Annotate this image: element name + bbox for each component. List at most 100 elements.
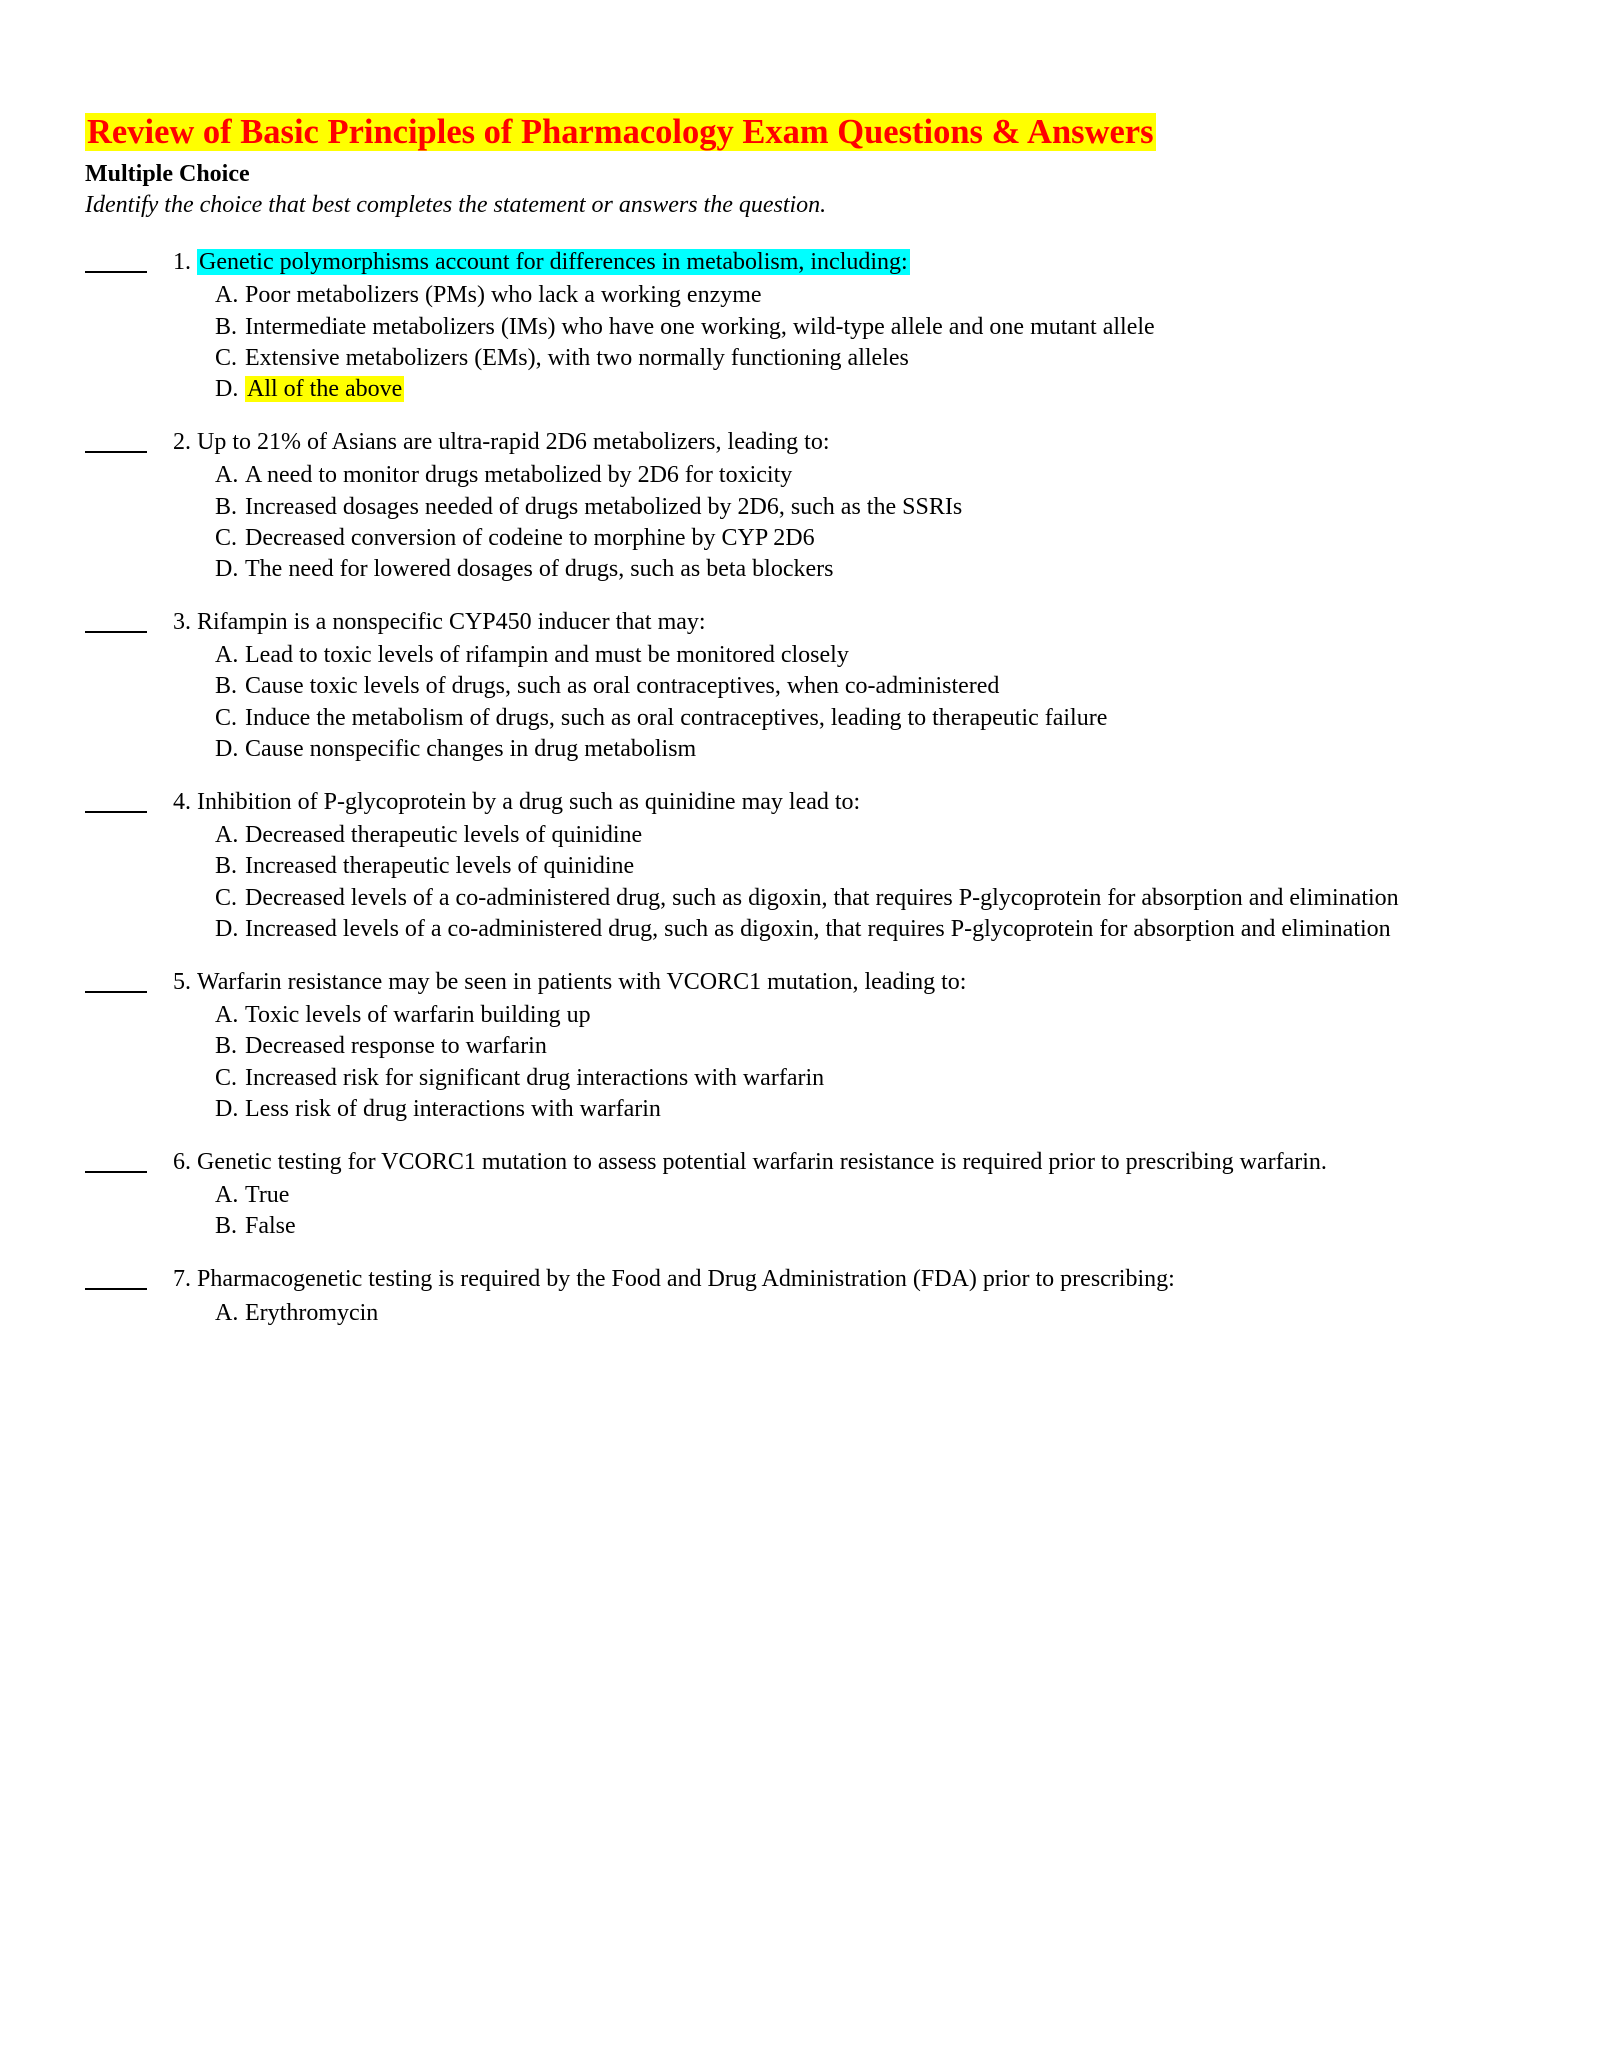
answer-blank[interactable]: [85, 253, 147, 273]
question-body: Rifampin is a nonspecific CYP450 inducer…: [197, 607, 1515, 765]
choice-letter: B.: [215, 492, 245, 523]
choice-text: Increased levels of a co-administered dr…: [245, 914, 1515, 945]
choice-text: Increased risk for significant drug inte…: [245, 1063, 1515, 1094]
choice-letter: D.: [215, 374, 245, 405]
choice-text: Decreased levels of a co-administered dr…: [245, 883, 1515, 914]
answer-blank[interactable]: [85, 1153, 147, 1173]
choice-letter: C.: [215, 883, 245, 914]
choice-row: C.Extensive metabolizers (EMs), with two…: [215, 343, 1515, 374]
question-text: Up to 21% of Asians are ultra-rapid 2D6 …: [197, 427, 1515, 458]
question-block: 1.Genetic polymorphisms account for diff…: [85, 247, 1515, 405]
choice-text: Increased dosages needed of drugs metabo…: [245, 492, 1515, 523]
question-body: Inhibition of P-glycoprotein by a drug s…: [197, 787, 1515, 945]
choice-row: A.Lead to toxic levels of rifampin and m…: [215, 640, 1515, 671]
choice-letter: C.: [215, 1063, 245, 1094]
question-text: Rifampin is a nonspecific CYP450 inducer…: [197, 607, 1515, 638]
choice-row: A.Toxic levels of warfarin building up: [215, 1000, 1515, 1031]
choice-text: Cause nonspecific changes in drug metabo…: [245, 734, 1515, 765]
choices-list: A.Erythromycin: [197, 1298, 1515, 1329]
choice-row: D.All of the above: [215, 374, 1515, 405]
choice-letter: D.: [215, 554, 245, 585]
choice-text: All of the above: [245, 374, 1515, 405]
answer-blank[interactable]: [85, 793, 147, 813]
question-text: Genetic polymorphisms account for differ…: [197, 247, 1515, 278]
choice-row: D.The need for lowered dosages of drugs,…: [215, 554, 1515, 585]
question-number: 7.: [165, 1264, 191, 1295]
choice-text: Induce the metabolism of drugs, such as …: [245, 703, 1515, 734]
page-title: Review of Basic Principles of Pharmacolo…: [85, 113, 1156, 151]
choices-list: A.Poor metabolizers (PMs) who lack a wor…: [197, 280, 1515, 405]
answer-blank[interactable]: [85, 613, 147, 633]
choice-letter: C.: [215, 343, 245, 374]
question-text: Warfarin resistance may be seen in patie…: [197, 967, 1515, 998]
choice-row: D.Cause nonspecific changes in drug meta…: [215, 734, 1515, 765]
choice-text: Intermediate metabolizers (IMs) who have…: [245, 312, 1515, 343]
choice-row: A.Poor metabolizers (PMs) who lack a wor…: [215, 280, 1515, 311]
question-body: Genetic polymorphisms account for differ…: [197, 247, 1515, 405]
choice-text: Increased therapeutic levels of quinidin…: [245, 851, 1515, 882]
question-block: 3.Rifampin is a nonspecific CYP450 induc…: [85, 607, 1515, 765]
choice-letter: C.: [215, 703, 245, 734]
choice-text: Decreased response to warfarin: [245, 1031, 1515, 1062]
choice-row: A.True: [215, 1180, 1515, 1211]
question-block: 2.Up to 21% of Asians are ultra-rapid 2D…: [85, 427, 1515, 585]
choice-row: A.Erythromycin: [215, 1298, 1515, 1329]
answer-blank[interactable]: [85, 433, 147, 453]
choice-text: True: [245, 1180, 1515, 1211]
choice-text: A need to monitor drugs metabolized by 2…: [245, 460, 1515, 491]
choice-text: False: [245, 1211, 1515, 1242]
choice-row: C.Decreased conversion of codeine to mor…: [215, 523, 1515, 554]
choice-letter: A.: [215, 1298, 245, 1329]
question-number: 6.: [165, 1147, 191, 1178]
instruction-text: Identify the choice that best completes …: [85, 190, 1515, 221]
choices-list: A.TrueB.False: [197, 1180, 1515, 1242]
answer-blank[interactable]: [85, 1270, 147, 1290]
choice-letter: A.: [215, 280, 245, 311]
choice-text: Toxic levels of warfarin building up: [245, 1000, 1515, 1031]
choices-list: A.A need to monitor drugs metabolized by…: [197, 460, 1515, 585]
choice-letter: A.: [215, 820, 245, 851]
choice-row: B.False: [215, 1211, 1515, 1242]
question-body: Warfarin resistance may be seen in patie…: [197, 967, 1515, 1125]
question-block: 4.Inhibition of P-glycoprotein by a drug…: [85, 787, 1515, 945]
question-number: 5.: [165, 967, 191, 998]
choice-row: D.Increased levels of a co-administered …: [215, 914, 1515, 945]
choice-row: B.Increased therapeutic levels of quinid…: [215, 851, 1515, 882]
choice-row: B.Increased dosages needed of drugs meta…: [215, 492, 1515, 523]
page-title-wrap: Review of Basic Principles of Pharmacolo…: [85, 110, 1515, 155]
choice-row: D.Less risk of drug interactions with wa…: [215, 1094, 1515, 1125]
choice-row: A.Decreased therapeutic levels of quinid…: [215, 820, 1515, 851]
answer-blank[interactable]: [85, 973, 147, 993]
choice-text: Cause toxic levels of drugs, such as ora…: [245, 671, 1515, 702]
question-block: 7.Pharmacogenetic testing is required by…: [85, 1264, 1515, 1328]
choice-text: Decreased conversion of codeine to morph…: [245, 523, 1515, 554]
choice-row: C.Decreased levels of a co-administered …: [215, 883, 1515, 914]
choice-letter: B.: [215, 671, 245, 702]
choice-text: Poor metabolizers (PMs) who lack a worki…: [245, 280, 1515, 311]
choice-text: Decreased therapeutic levels of quinidin…: [245, 820, 1515, 851]
choice-letter: B.: [215, 1031, 245, 1062]
choice-letter: A.: [215, 640, 245, 671]
question-text: Pharmacogenetic testing is required by t…: [197, 1264, 1515, 1295]
choice-row: B.Decreased response to warfarin: [215, 1031, 1515, 1062]
choices-list: A.Lead to toxic levels of rifampin and m…: [197, 640, 1515, 765]
choice-text: Extensive metabolizers (EMs), with two n…: [245, 343, 1515, 374]
question-block: 5.Warfarin resistance may be seen in pat…: [85, 967, 1515, 1125]
choice-row: B.Intermediate metabolizers (IMs) who ha…: [215, 312, 1515, 343]
highlight-yellow: All of the above: [245, 376, 404, 402]
choice-row: A.A need to monitor drugs metabolized by…: [215, 460, 1515, 491]
question-block: 6.Genetic testing for VCORC1 mutation to…: [85, 1147, 1515, 1243]
choice-letter: D.: [215, 914, 245, 945]
question-text: Genetic testing for VCORC1 mutation to a…: [197, 1147, 1515, 1178]
choice-letter: A.: [215, 1000, 245, 1031]
choice-letter: B.: [215, 312, 245, 343]
choice-letter: A.: [215, 1180, 245, 1211]
choice-letter: B.: [215, 1211, 245, 1242]
question-number: 4.: [165, 787, 191, 818]
question-body: Up to 21% of Asians are ultra-rapid 2D6 …: [197, 427, 1515, 585]
section-label: Multiple Choice: [85, 159, 1515, 190]
questions-container: 1.Genetic polymorphisms account for diff…: [85, 247, 1515, 1329]
choice-row: C.Increased risk for significant drug in…: [215, 1063, 1515, 1094]
question-body: Pharmacogenetic testing is required by t…: [197, 1264, 1515, 1328]
choice-row: B.Cause toxic levels of drugs, such as o…: [215, 671, 1515, 702]
